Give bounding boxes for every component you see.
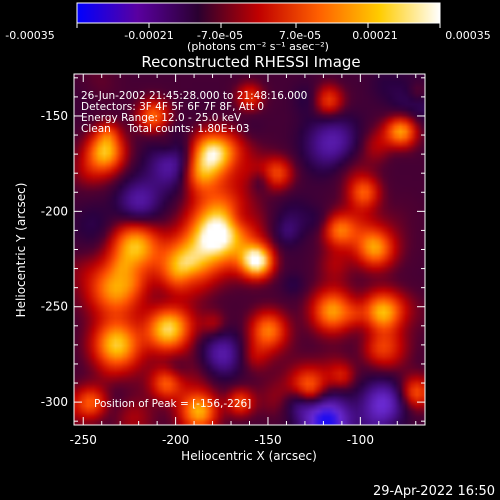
colorbar-ticks	[76, 23, 441, 28]
y-axis-ticks	[74, 77, 425, 422]
x-axis-ticks	[82, 74, 417, 425]
x-tick-label: -250	[70, 433, 97, 447]
x-axis-tick-labels: -250 -200 -150 -100	[70, 433, 374, 447]
annotation-clean-counts: Clean Total counts: 1.80E+03	[81, 123, 250, 135]
y-tick-label: -300	[41, 395, 68, 409]
annotation-energy-range: Energy Range: 12.0 - 25.0 keV	[81, 112, 242, 124]
colorbar-tick-label-0: -0.00035	[5, 29, 54, 42]
x-tick-label: -150	[254, 433, 281, 447]
footer-timestamp: 29-Apr-2022 16:50	[373, 484, 495, 499]
colorbar-frame	[76, 2, 441, 24]
chart-title: Reconstructed RHESSI Image	[141, 53, 360, 71]
colorbar-tick-label-5: 0.00035	[445, 29, 491, 42]
y-tick-label: -150	[41, 109, 68, 123]
y-axis-label: Heliocentric Y (arcsec)	[14, 183, 28, 318]
annotation-detectors: Detectors: 3F 4F 5F 6F 7F 8F, Att 0	[81, 101, 264, 113]
y-tick-label: -200	[41, 204, 68, 218]
colorbar: -0.00035 -0.00021 -7.0e-05 7.0e-05 0.000…	[5, 2, 491, 53]
x-tick-label: -100	[347, 433, 374, 447]
colorbar-tick-label-2: -7.0e-05	[197, 29, 243, 42]
y-axis-tick-labels: -150 -200 -250 -300	[41, 109, 68, 409]
y-tick-label: -250	[41, 300, 68, 314]
colorbar-unit-label: (photons cm⁻² s⁻¹ asec⁻²)	[187, 40, 329, 53]
x-tick-label: -200	[162, 433, 189, 447]
heatmap-image	[74, 74, 425, 425]
colorbar-tick-label-3: 7.0e-05	[279, 29, 321, 42]
colorbar-tick-label-1: -0.00021	[124, 29, 173, 42]
colorbar-tick-label-4: 0.00021	[352, 29, 398, 42]
colorbar-gradient	[77, 3, 440, 23]
x-axis-label: Heliocentric X (arcsec)	[181, 449, 317, 463]
annotation-time-range: 26-Jun-2002 21:45:28.000 to 21:48:16.000	[81, 90, 307, 102]
annotation-peak-position: Position of Peak = [-156,-226]	[94, 398, 251, 410]
